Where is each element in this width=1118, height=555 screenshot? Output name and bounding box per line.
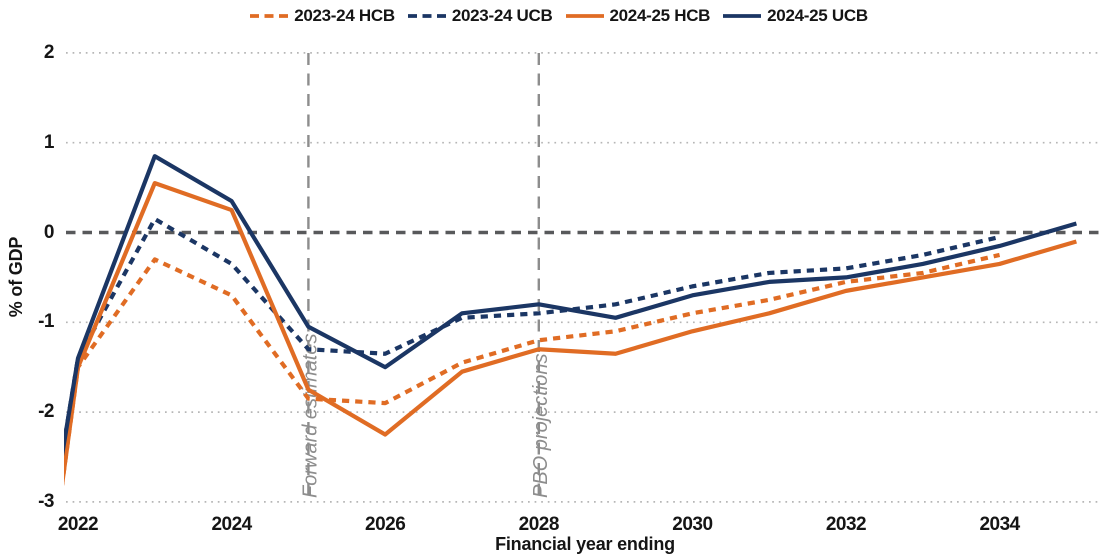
x-tick-label: 2030: [672, 514, 713, 535]
legend-item-label: 2024-25 UCB: [767, 6, 868, 25]
legend-item: 2023-24 UCB: [407, 6, 553, 26]
x-tick-label: 2026: [365, 514, 406, 535]
legend-line-sample: [250, 14, 289, 18]
x-tick-label: 2032: [825, 514, 867, 535]
legend-item-label: 2024-25 HCB: [609, 6, 711, 25]
legend-line-sample: [723, 14, 762, 18]
annotation-label: PBO projections: [530, 353, 552, 498]
y-tick-label: -2: [38, 401, 54, 423]
x-tick-label: 2022: [57, 514, 99, 535]
x-tick-label: 2028: [518, 514, 560, 535]
x-axis-title: Financial year ending: [495, 534, 675, 554]
legend-item: 2024-25 HCB: [565, 6, 711, 26]
series-line-2024-25-ucb: [64, 154, 1077, 457]
y-tick-label: 1: [43, 131, 55, 153]
legend-item-label: 2023-24 UCB: [451, 6, 553, 25]
y-axis-title: % of GDP: [6, 236, 26, 318]
y-tick-label: -3: [38, 490, 54, 512]
legend-item-label: 2023-24 HCB: [294, 6, 395, 25]
legend: 2023-24 HCB 2023-24 UCB 2024-25 HCB 2024-25…: [0, 6, 1118, 26]
y-tick-label: -1: [38, 311, 54, 333]
series-line-2023-24-hcb: [64, 252, 1001, 486]
series-line-2024-25-hcb: [64, 181, 1077, 486]
annotation-label: Forward estimates: [299, 334, 321, 499]
y-tick-label: 0: [43, 221, 55, 243]
legend-line-sample: [407, 14, 446, 18]
series-line-2023-24-ucb: [64, 216, 1001, 457]
y-tick-label: 2: [43, 41, 55, 63]
legend-item: 2023-24 HCB: [250, 6, 395, 26]
x-tick-label: 2024: [211, 514, 252, 535]
legend-item: 2024-25 UCB: [723, 6, 868, 26]
legend-line-sample: [565, 14, 604, 18]
x-tick-label: 2034: [979, 514, 1020, 535]
